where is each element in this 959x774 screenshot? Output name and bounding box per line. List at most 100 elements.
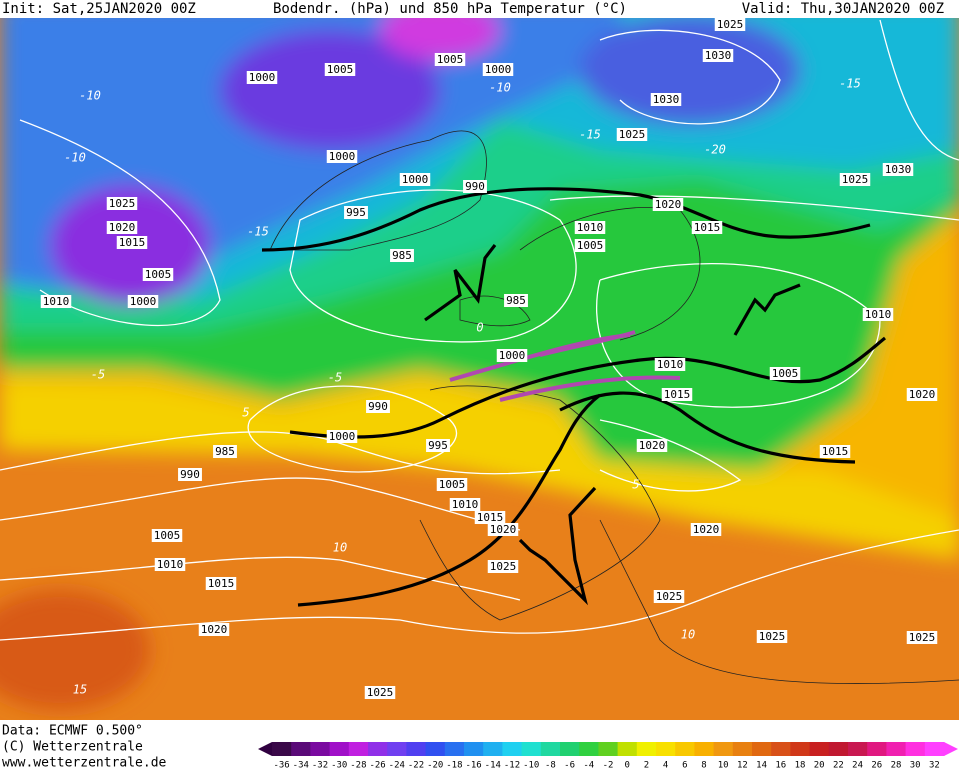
isobar-label: 1015 <box>116 236 148 249</box>
colorbar-label: 0 <box>624 761 629 771</box>
colorbar-label: 32 <box>929 761 940 771</box>
colorbar-swatch <box>291 742 311 756</box>
isobar-value: 1010 <box>43 295 70 308</box>
temperature-value: -10 <box>64 151 86 165</box>
colorbar-label: -6 <box>564 761 575 771</box>
colorbar-swatch <box>790 742 811 756</box>
isobar-value: 985 <box>215 445 235 458</box>
colorbar-swatch <box>809 742 830 756</box>
data-source: Data: ECMWF 0.500° <box>2 724 143 739</box>
isobar-value: 1000 <box>329 430 356 443</box>
colorbar-label: -20 <box>427 761 443 771</box>
colorbar-label: 28 <box>891 761 902 771</box>
label-box <box>326 150 358 163</box>
isobar-value: 1015 <box>119 236 146 249</box>
label-box <box>106 221 138 234</box>
isobar-value: 985 <box>506 294 526 307</box>
temperature-value: -5 <box>328 371 342 385</box>
colorbar-label: -34 <box>293 761 309 771</box>
colorbar-swatch <box>579 742 599 756</box>
colorbar-swatch <box>560 742 580 756</box>
isobar-label: 1025 <box>714 18 746 31</box>
label-box <box>40 295 72 308</box>
temperature-value: 5 <box>632 478 639 492</box>
temperature-value: -5 <box>91 368 105 382</box>
isobar-label: 1020 <box>652 198 684 211</box>
label-box <box>463 180 487 193</box>
colorbar-swatch <box>464 742 484 756</box>
temperature-value: 5 <box>242 406 249 420</box>
isobar-value: 1025 <box>656 590 683 603</box>
isobar-value: 1030 <box>885 163 912 176</box>
arrows <box>449 330 681 402</box>
isobar-label: 1025 <box>106 197 138 210</box>
isobar-value: 990 <box>180 468 200 481</box>
isobar-value: 1005 <box>439 478 466 491</box>
label-box <box>326 430 358 443</box>
isobar-value: 995 <box>346 206 366 219</box>
colorbar-label: 20 <box>814 761 825 771</box>
colorbar-label: 4 <box>663 761 668 771</box>
isobar-value: 990 <box>368 400 388 413</box>
isobar-value: 1020 <box>639 439 666 452</box>
map-title: Bodendr. (hPa) und 850 hPa Temperatur (°… <box>273 1 627 17</box>
isobar-value: 1020 <box>109 221 136 234</box>
label-box <box>127 295 159 308</box>
isobar-value: 1010 <box>157 558 184 571</box>
isobar-label: 1000 <box>399 173 431 186</box>
isobar-label: 1020 <box>487 523 519 536</box>
isobar-label: 1000 <box>246 71 278 84</box>
temperature-value: -10 <box>79 89 101 103</box>
colorbar-label: -10 <box>523 761 539 771</box>
isobar-label: 1005 <box>436 478 468 491</box>
label-box <box>839 173 871 186</box>
colorbar-swatch <box>675 742 695 756</box>
colorbar-swatch <box>598 742 619 756</box>
label-box <box>366 400 390 413</box>
isobar-value: 1000 <box>402 173 429 186</box>
label-box <box>178 468 202 481</box>
isobar-label: 1005 <box>769 367 801 380</box>
isobar-value: 1025 <box>717 18 744 31</box>
header: Init: Sat,25JAN2020 00Z Bodendr. (hPa) u… <box>0 0 959 18</box>
isobar-label: 1010 <box>574 221 606 234</box>
colorbar-label: -16 <box>465 761 481 771</box>
colorbar-swatch <box>771 742 791 756</box>
colorbar-swatch <box>752 742 772 756</box>
colorbar-swatch <box>502 742 523 756</box>
colorbar-label: 16 <box>775 761 786 771</box>
isobar-label: 1010 <box>862 308 894 321</box>
isobar-value: 1020 <box>490 523 517 536</box>
label-box <box>652 198 684 211</box>
isobar-label: 1025 <box>906 631 938 644</box>
isobar-value: 1000 <box>249 71 276 84</box>
label-box <box>661 388 693 401</box>
label-box <box>106 197 138 210</box>
colorbar-end <box>944 742 958 756</box>
colorbar-end <box>258 742 272 756</box>
isobar-label: 1010 <box>449 498 481 511</box>
temperature-value: 10 <box>681 628 695 642</box>
label-box <box>862 308 894 321</box>
isobar-label: 1025 <box>364 686 396 699</box>
isobar-value: 1020 <box>655 198 682 211</box>
isobar-label: 1025 <box>616 128 648 141</box>
label-box <box>756 630 788 643</box>
colorbar-label: 22 <box>833 761 844 771</box>
colorbar-swatch <box>924 742 945 756</box>
isobar-value: 1025 <box>367 686 394 699</box>
isobar-value: 985 <box>392 249 412 262</box>
isobar-label: 1000 <box>482 63 514 76</box>
isobar-label: 995 <box>426 439 450 452</box>
isobar-value: 1015 <box>822 445 849 458</box>
isobar-label: 1025 <box>653 590 685 603</box>
colorbar-label: 8 <box>701 761 706 771</box>
colorbar-swatch <box>886 742 907 756</box>
colorbar-label: -14 <box>485 761 501 771</box>
colorbar-swatch <box>905 742 926 756</box>
isobar-label: 1000 <box>496 349 528 362</box>
colorbar-label: 10 <box>718 761 729 771</box>
colorbar-label: 12 <box>737 761 748 771</box>
colorbar-swatch <box>867 742 887 756</box>
